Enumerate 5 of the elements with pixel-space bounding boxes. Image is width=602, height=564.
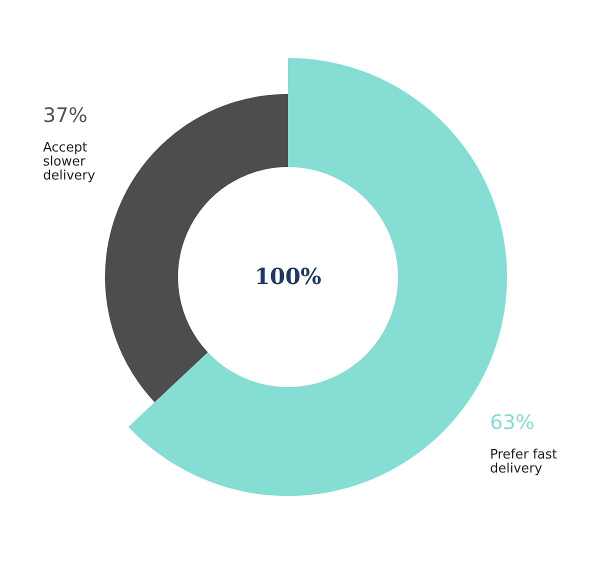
data-label: 37% [43,103,88,127]
text: 100% [254,264,322,290]
data-label: 63% [490,410,534,434]
slice-label: Accept slower delivery [43,140,96,184]
slice-label: Prefer fast delivery [490,448,562,476]
